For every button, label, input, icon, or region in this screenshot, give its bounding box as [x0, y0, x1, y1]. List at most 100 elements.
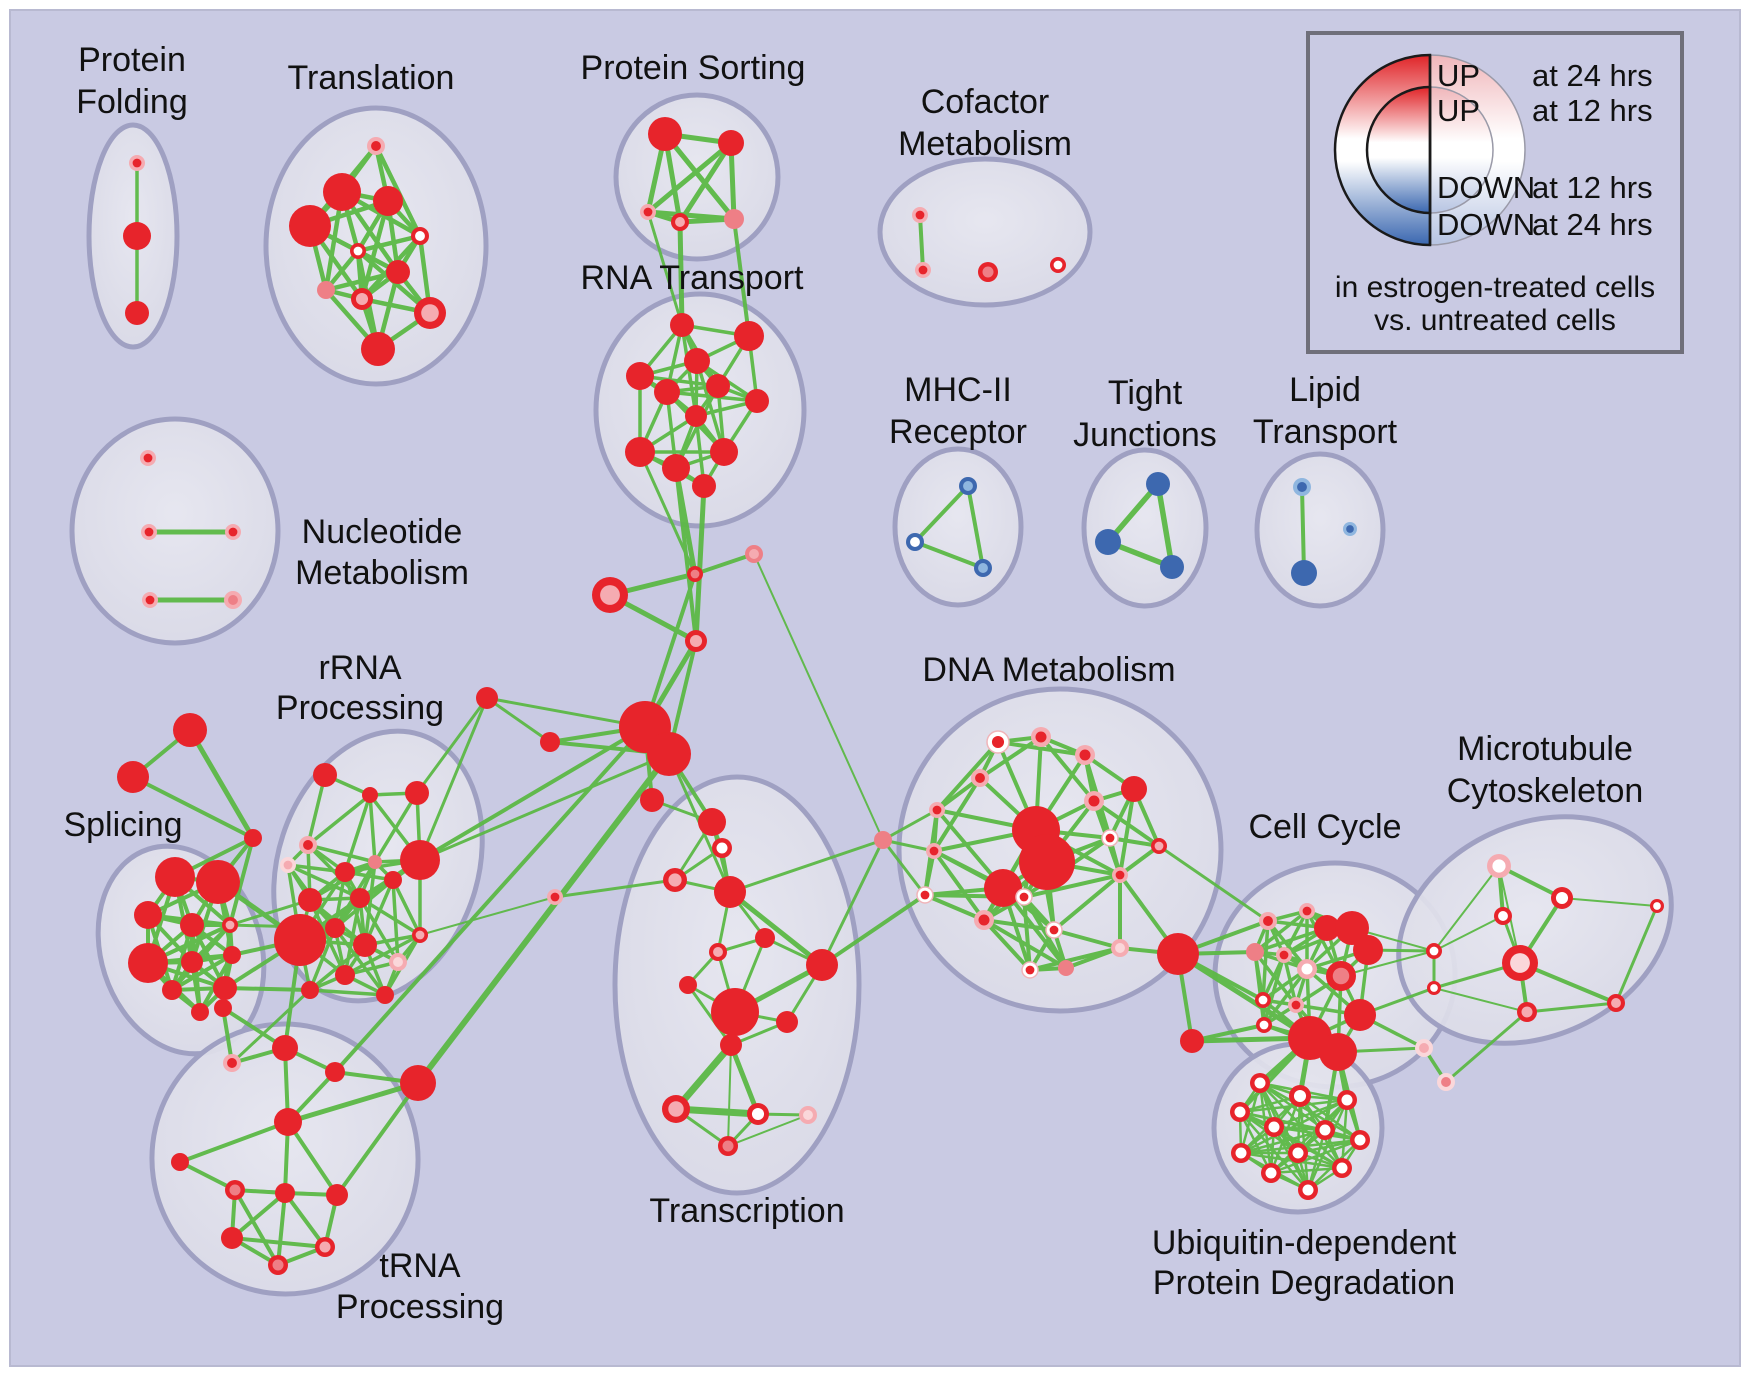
- node-ub9: [1288, 1143, 1308, 1163]
- node-center: [415, 231, 425, 241]
- node-body: [685, 405, 707, 427]
- node-tx14: [747, 1103, 769, 1125]
- node-center: [668, 873, 682, 887]
- legend-time-label: at 12 hrs: [1532, 93, 1653, 128]
- node-center: [550, 892, 560, 902]
- node-center: [713, 947, 723, 957]
- edge: [1433, 865, 1500, 952]
- node-rr10: [298, 888, 322, 912]
- node-body: [361, 332, 395, 366]
- node-spt1: [173, 713, 207, 747]
- node-rr18: [301, 981, 319, 999]
- node-ub5: [1264, 1117, 1284, 1137]
- node-tx7: [709, 943, 727, 961]
- node-tn2: [272, 1035, 298, 1061]
- edge: [170, 953, 234, 992]
- node-body: [376, 986, 394, 1004]
- node-tx15: [799, 1106, 817, 1124]
- edge: [1064, 946, 1122, 970]
- edge: [343, 793, 372, 874]
- node-tx1: [640, 788, 664, 812]
- edge: [283, 1191, 327, 1249]
- node-center: [643, 207, 653, 217]
- node-sp6: [128, 943, 168, 983]
- node-tx4: [663, 868, 687, 892]
- node-ch4: [685, 630, 707, 652]
- node-center: [353, 246, 363, 256]
- node-center: [1441, 1077, 1451, 1087]
- node-sp8: [223, 946, 241, 964]
- cluster-label-microtubule-cytoskeleton: Cytoskeleton: [1447, 772, 1644, 810]
- node-body: [476, 687, 498, 709]
- node-center: [910, 537, 920, 547]
- node-body: [776, 1011, 798, 1033]
- cluster-label-protein-folding: Protein: [78, 41, 186, 79]
- cluster-label-cofactor-metabolism: Metabolism: [898, 125, 1072, 163]
- node-center: [1653, 902, 1661, 910]
- cluster-label-mhc-ii-receptor: Receptor: [889, 413, 1027, 451]
- edge: [686, 983, 733, 1047]
- node-body: [384, 871, 402, 889]
- node-body: [679, 976, 697, 994]
- edge: [1052, 873, 1122, 932]
- node-center: [991, 735, 1005, 749]
- node-center: [415, 930, 425, 940]
- edge: [553, 878, 677, 899]
- node-tn3: [325, 1062, 345, 1082]
- node-tl7: [386, 260, 410, 284]
- node-nm5: [224, 591, 242, 609]
- edge: [1269, 1166, 1344, 1175]
- node-body: [1180, 1029, 1204, 1053]
- node-rr13: [274, 914, 326, 966]
- node-ub4: [1230, 1102, 1250, 1122]
- node-rt10: [662, 454, 690, 482]
- cluster-label-lipid-transport: Lipid: [1289, 371, 1361, 409]
- edge: [982, 918, 1068, 970]
- node-body: [692, 474, 716, 498]
- node-center: [1265, 1167, 1277, 1179]
- node-tn0: [214, 999, 232, 1017]
- node-mh3: [974, 559, 992, 577]
- node-center: [319, 1241, 331, 1253]
- node-tx8: [679, 976, 697, 994]
- node-mh2: [906, 533, 924, 551]
- edge: [1022, 895, 1032, 972]
- node-center: [1053, 260, 1063, 270]
- node-center: [920, 890, 930, 900]
- node-body: [647, 732, 691, 776]
- node-body: [718, 130, 744, 156]
- edge: [306, 843, 377, 864]
- node-center: [932, 805, 942, 815]
- node-body: [353, 933, 377, 957]
- node-center: [1292, 1147, 1304, 1159]
- node-body: [1344, 999, 1376, 1031]
- cluster-label-cofactor-metabolism: Cofactor: [921, 83, 1050, 121]
- edge: [230, 988, 312, 1065]
- node-tn4: [400, 1065, 436, 1101]
- node-tx10: [711, 988, 759, 1036]
- node-ps4: [671, 213, 689, 231]
- legend-direction-label: UP: [1437, 58, 1480, 93]
- node-center: [1341, 1094, 1353, 1106]
- node-cc5: [1353, 935, 1383, 965]
- node-center: [1510, 953, 1530, 973]
- node-body: [874, 831, 892, 849]
- edge: [645, 140, 734, 215]
- edge: [820, 838, 885, 967]
- node-center: [1521, 1006, 1533, 1018]
- edge: [1433, 915, 1504, 952]
- edge: [1118, 787, 1136, 877]
- cluster-label-trna-processing: tRNA: [379, 1247, 461, 1285]
- edge: [131, 775, 255, 840]
- edge: [343, 870, 367, 947]
- node-mt0a: [1426, 943, 1442, 959]
- legend-time-label: at 24 hrs: [1532, 207, 1653, 242]
- node-body: [984, 869, 1022, 907]
- edge: [753, 553, 884, 841]
- node-dh2: [1019, 834, 1075, 890]
- node-center: [143, 453, 153, 463]
- node-tj3: [1160, 555, 1184, 579]
- cluster-label-splicing: Splicing: [63, 806, 182, 844]
- edge: [276, 1191, 287, 1267]
- node-center: [132, 158, 142, 168]
